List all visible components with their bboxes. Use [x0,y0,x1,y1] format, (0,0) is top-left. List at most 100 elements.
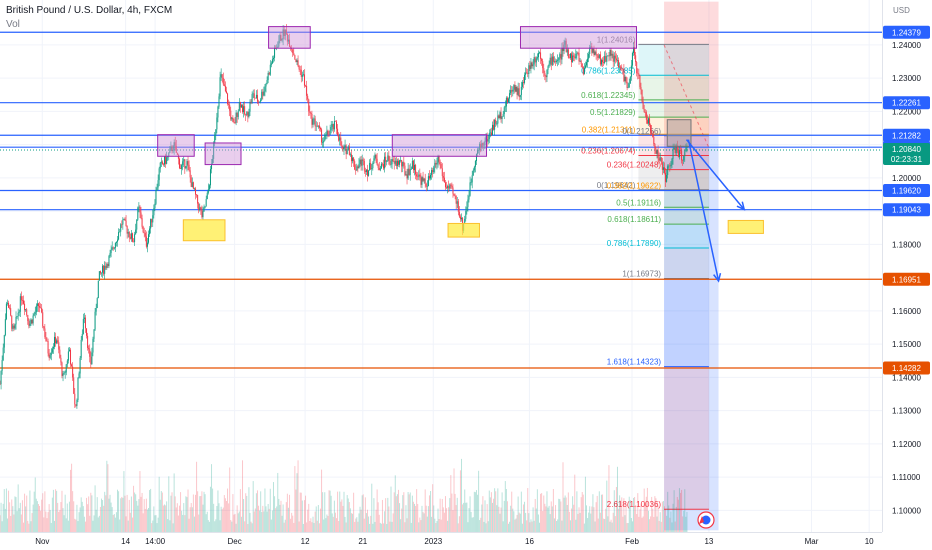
candle-body [560,54,562,60]
volume-bar [433,505,435,532]
volume-bar [35,498,37,532]
candle-body [551,56,553,65]
volume-bar [556,521,558,532]
volume-bar [186,497,188,532]
volume-bar [339,491,341,532]
candle-body [656,150,658,154]
candle-body [224,85,226,92]
candle-body [537,53,539,58]
volume-bar [71,463,73,532]
candle-body [509,93,511,99]
projection-arrows[interactable] [685,139,746,283]
supply-zone[interactable] [204,142,242,166]
candle-body [588,54,590,59]
candle-body [602,59,604,63]
candle-body [393,161,395,164]
volume-bar [360,509,362,532]
demand-zone[interactable] [447,222,480,238]
candle-body [24,303,26,311]
volume-bar [357,521,359,532]
volume-bar [567,492,569,532]
volume-bar [579,512,581,532]
demand-zone[interactable] [727,219,764,234]
candle-body [645,112,647,120]
volume-bar [100,498,102,532]
volume-bar [205,514,207,532]
candle-body [25,309,27,311]
zones[interactable] [157,26,764,242]
candle-body [143,232,145,234]
volume-label: Vol [6,19,20,30]
demand-zone[interactable] [182,219,226,242]
candle-body [136,219,138,230]
candle-body [191,182,193,188]
candle-body [546,69,548,78]
tradingview-logo[interactable] [697,511,715,529]
candle-body [314,118,316,127]
projection-arrow-line[interactable] [685,139,745,210]
volume-bar [342,505,344,532]
volume-bar [427,506,429,532]
candle-body [329,130,331,135]
volume-bar [420,520,422,532]
candle-body [202,211,204,218]
volume-bar [20,514,22,532]
fib-trend-line[interactable] [663,44,710,149]
candle-body [309,111,311,113]
candle-body [13,325,15,329]
supply-zone[interactable] [519,26,638,49]
volume-bar [486,504,488,532]
volume-bar [470,511,472,532]
candle-body [36,303,38,306]
volume-bar [190,503,192,532]
position-tool[interactable] [664,1,719,531]
candle-body [352,157,354,162]
candle-body [565,40,567,53]
volume-bar [244,521,246,532]
volume-bar [659,512,661,532]
volume-bar [122,497,124,532]
candle-body [135,229,137,235]
stop-loss-zone[interactable] [664,1,719,136]
volume-bar [444,496,446,532]
candle-body [182,161,184,166]
volume-bar [277,472,279,532]
volume-bar [322,492,324,532]
supply-zone[interactable] [391,134,488,157]
volume-bar [573,504,575,532]
candle-body [369,162,371,171]
volume-bar [488,490,490,532]
horizontal-levels[interactable] [0,31,882,369]
candle-body [659,157,661,161]
time-axis[interactable]: Nov 14 14:00 Dec 12 21 2023 16 Feb 13 Mar 10 [0,532,932,550]
consolidation-box[interactable] [666,119,692,147]
candle-body [104,265,106,274]
candle-body [407,168,409,179]
candle-body [123,218,125,220]
level-price-label: 1.16951 [892,275,921,284]
volume-bar [136,500,138,532]
volume-bar [247,523,249,532]
volume-bar [408,494,410,532]
volume-bar [425,505,427,532]
price-tick-label: 1.23000 [892,74,921,83]
volume-bar [274,496,276,532]
candle-body [345,145,347,155]
candle-body [302,74,304,75]
supply-zone[interactable] [157,134,195,157]
supply-zone[interactable] [268,26,311,49]
volume-bar [624,515,626,532]
candle-body [661,162,663,170]
volume-bar [641,517,643,532]
candle-body [248,111,250,117]
candle-body [457,201,459,212]
volume-bar [293,522,295,532]
take-profit-zone[interactable] [664,135,719,531]
projection-arrow-line[interactable] [687,139,720,282]
candle-body [667,166,669,176]
price-axis[interactable]: USD 1.240001.230001.220001.210001.200001… [882,0,932,532]
candle-body [61,362,63,376]
volume-bar [73,501,75,532]
volume-bar [336,518,338,532]
